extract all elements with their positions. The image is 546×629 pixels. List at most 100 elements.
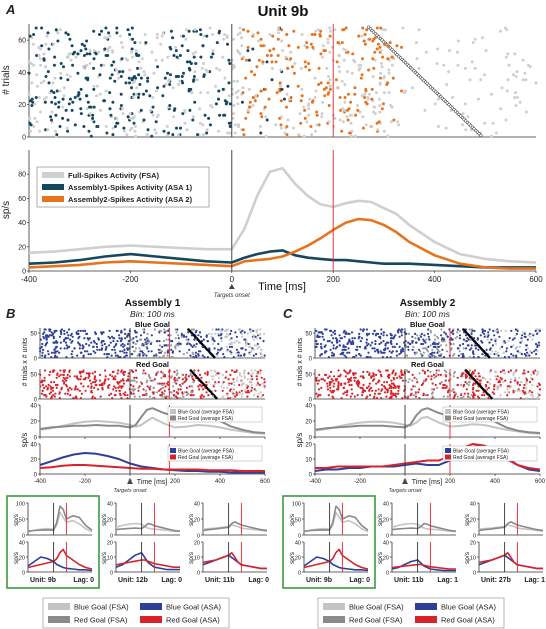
y-tick-label: 100 bbox=[16, 502, 25, 508]
raster-spike bbox=[119, 340, 122, 343]
raster-spike bbox=[360, 73, 364, 77]
raster-spike bbox=[359, 386, 362, 389]
raster-spike bbox=[245, 58, 248, 62]
raster-spike bbox=[68, 37, 72, 41]
raster-spike bbox=[206, 91, 210, 95]
raster-spike bbox=[420, 353, 423, 356]
series-line bbox=[28, 166, 537, 264]
raster-spike bbox=[243, 376, 246, 379]
raster-spike bbox=[307, 113, 311, 117]
raster-spike bbox=[167, 131, 171, 135]
raster-spike bbox=[476, 378, 479, 381]
y-tick-label: 50 bbox=[30, 373, 37, 379]
raster-spike bbox=[49, 334, 53, 337]
raster-spike bbox=[162, 372, 165, 375]
raster-spike bbox=[353, 379, 356, 382]
raster-spike bbox=[62, 340, 66, 343]
raster-spike bbox=[258, 345, 261, 348]
raster-spike bbox=[178, 350, 181, 353]
raster-spike bbox=[380, 65, 384, 69]
raster-spike bbox=[227, 378, 230, 381]
raster-spike bbox=[364, 87, 368, 91]
raster-spike bbox=[496, 331, 499, 334]
raster-spike bbox=[121, 350, 124, 353]
raster-spike bbox=[176, 392, 180, 395]
raster-spike bbox=[203, 356, 206, 359]
raster-spike bbox=[87, 385, 90, 388]
raster-spike bbox=[202, 62, 206, 65]
raster-spike bbox=[377, 388, 380, 391]
legend-label: Assembly2-Spikes Activity (ASA 2) bbox=[68, 195, 193, 204]
raster-spike bbox=[375, 47, 379, 51]
raster-spike bbox=[466, 115, 470, 119]
raster-spike bbox=[119, 104, 123, 107]
raster-spike bbox=[405, 345, 408, 348]
raster-spike bbox=[58, 397, 62, 400]
raster-spike bbox=[338, 375, 341, 378]
raster-spike bbox=[100, 341, 103, 344]
raster-spike bbox=[309, 125, 313, 128]
raster-spike bbox=[134, 92, 138, 96]
y-tick-label: 20 bbox=[107, 541, 113, 547]
raster-spike bbox=[340, 41, 344, 45]
raster-spike bbox=[240, 44, 244, 48]
raster-spike bbox=[471, 383, 475, 387]
raster-spike bbox=[221, 389, 224, 392]
raster-spike bbox=[241, 86, 245, 90]
raster-spike bbox=[43, 379, 46, 382]
raster-spike bbox=[221, 373, 224, 376]
raster-spike bbox=[130, 388, 134, 391]
raster-spike bbox=[337, 54, 341, 57]
raster-spike bbox=[427, 345, 430, 348]
raster-spike bbox=[90, 341, 93, 344]
raster-spike bbox=[280, 115, 284, 119]
raster-spike bbox=[95, 345, 99, 348]
raster-spike bbox=[343, 108, 347, 112]
raster-spike bbox=[459, 344, 462, 347]
raster-spike bbox=[114, 344, 117, 347]
raster-spike bbox=[429, 370, 432, 373]
raster-spike bbox=[536, 332, 539, 335]
legend-label: Full-Spikes Activity (FSA) bbox=[68, 171, 159, 180]
raster-spike bbox=[373, 50, 377, 54]
raster-spike bbox=[191, 115, 195, 119]
raster-spike bbox=[520, 381, 523, 384]
raster-spike bbox=[50, 351, 54, 354]
raster-spike bbox=[422, 394, 425, 397]
raster-spike bbox=[33, 102, 37, 106]
raster-spike bbox=[383, 391, 387, 394]
raster-spike bbox=[412, 385, 415, 388]
raster-spike bbox=[378, 110, 382, 114]
raster-spike bbox=[456, 335, 459, 338]
raster-spike bbox=[427, 354, 430, 357]
raster-spike bbox=[234, 395, 237, 398]
raster-spike bbox=[114, 125, 117, 128]
raster-spike bbox=[99, 395, 102, 398]
legend-box bbox=[442, 406, 538, 423]
raster-spike bbox=[390, 379, 393, 382]
raster-spike bbox=[368, 373, 371, 376]
raster-spike bbox=[493, 388, 496, 391]
raster-spike bbox=[117, 356, 120, 359]
raster-spike bbox=[263, 332, 266, 335]
raster-spike bbox=[127, 334, 130, 337]
raster-spike bbox=[106, 353, 110, 356]
raster-spike bbox=[355, 104, 359, 107]
raster-spike bbox=[228, 342, 231, 346]
raster-spike bbox=[92, 345, 95, 348]
raster-spike bbox=[134, 49, 138, 53]
raster-spike bbox=[37, 54, 41, 57]
raster-spike bbox=[417, 66, 421, 70]
raster-spike bbox=[133, 129, 137, 133]
raster-spike bbox=[365, 28, 369, 32]
raster-spike bbox=[127, 340, 130, 343]
legend-swatch bbox=[445, 448, 451, 453]
raster-spike bbox=[378, 45, 382, 49]
raster-spike bbox=[361, 394, 364, 397]
raster-spike bbox=[292, 126, 295, 130]
raster-spike bbox=[87, 129, 91, 133]
raster-spike bbox=[371, 347, 374, 350]
raster-spike bbox=[468, 381, 471, 384]
raster-spike bbox=[111, 126, 115, 130]
raster-spike bbox=[515, 332, 519, 335]
